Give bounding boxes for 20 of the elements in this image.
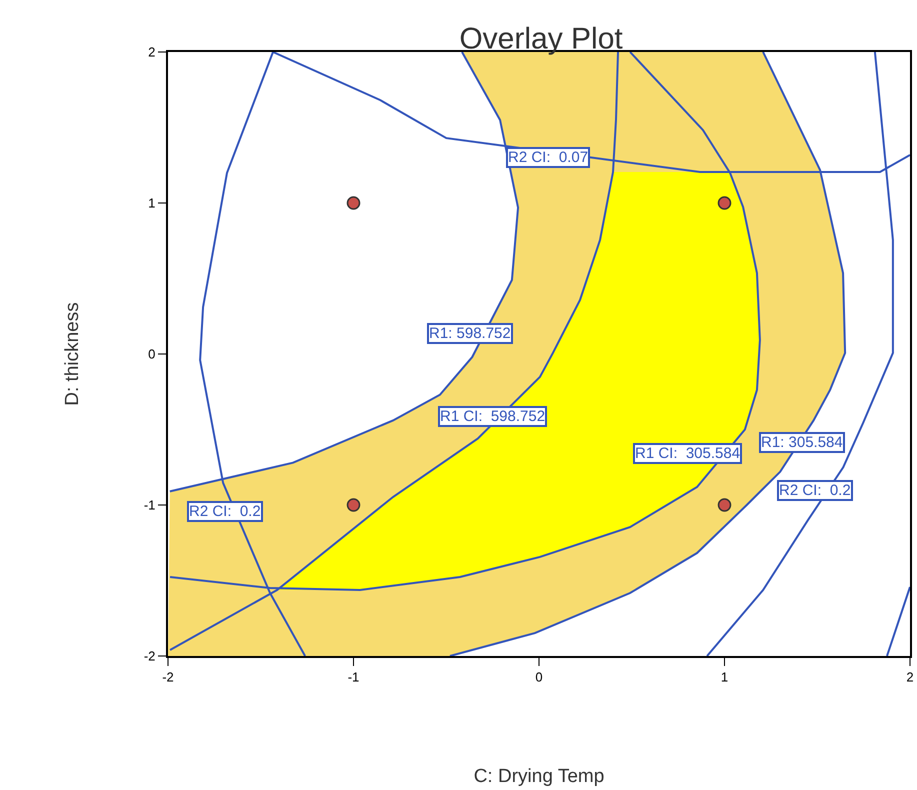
annotation: R2 CI: 0.2	[189, 503, 261, 520]
x-tick-label: 2	[906, 670, 914, 685]
y-tick-label: 1	[148, 196, 156, 211]
annotation: R1: 305.584	[761, 434, 843, 451]
y-tick-label: -1	[144, 498, 156, 513]
annotation: R2 CI: 0.2	[779, 482, 851, 499]
x-axis-title: C: Drying Temp	[474, 766, 604, 787]
y-axis-title: D: thickness	[62, 302, 84, 406]
annotation: R1 CI: 598.752	[440, 408, 546, 425]
x-tick-label: -1	[348, 670, 360, 685]
y-tick-label: 0	[148, 346, 156, 362]
y-tick-label: 2	[148, 44, 156, 60]
x-tick-label: 0	[535, 670, 543, 685]
annotation: R2 CI: 0.07	[508, 149, 588, 166]
annotation: R1 CI: 305.584	[635, 445, 740, 462]
chart-title: Overlay Plot	[459, 22, 624, 56]
annotation: R1: 598.752	[429, 325, 511, 342]
x-tick-label: 1	[720, 670, 728, 685]
y-tick-label: -2	[144, 648, 156, 664]
x-tick-label: -2	[162, 670, 174, 685]
